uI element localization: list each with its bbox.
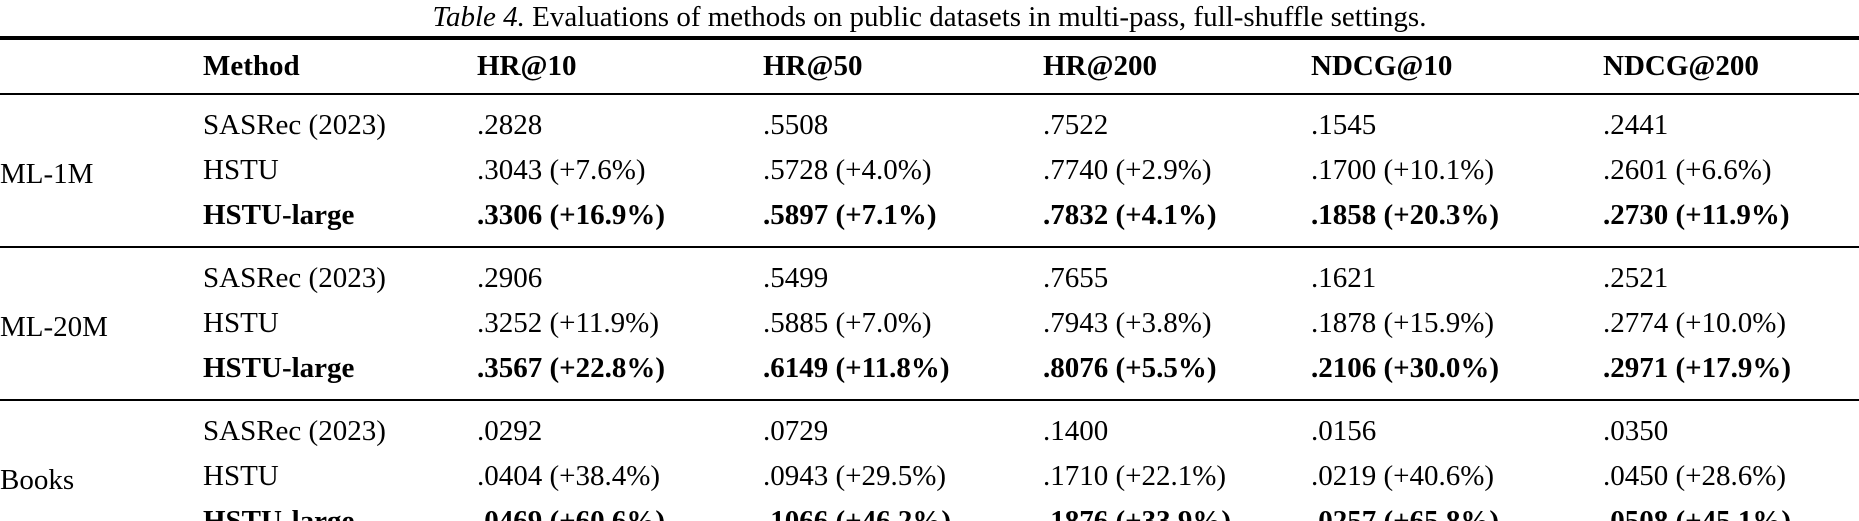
table-caption-text: Evaluations of methods on public dataset…: [524, 1, 1427, 33]
table-row: HSTU-large .3567 (+22.8%) .6149 (+11.8%)…: [0, 346, 1859, 400]
header-hr50: HR@50: [763, 38, 1043, 95]
cell-method: SASRec (2023): [203, 415, 386, 447]
cell-hr200: .1876 (+33.9%): [1043, 505, 1232, 521]
cell-hr50: .5885 (+7.0%): [763, 307, 932, 339]
cell-hr200: .7655: [1043, 262, 1109, 294]
table-row: HSTU .3043 (+7.6%) .5728 (+4.0%) .7740 (…: [0, 148, 1859, 193]
header-hr10: HR@10: [477, 38, 763, 95]
cell-hr10: .2906: [477, 262, 543, 294]
cell-ndcg200: .0508 (+45.1%): [1603, 505, 1792, 521]
cell-ndcg10: .0156: [1311, 415, 1377, 447]
cell-hr50: .1066 (+46.2%): [763, 505, 952, 521]
cell-hr50: .5508: [763, 109, 829, 141]
dataset-label: ML-20M: [0, 311, 108, 343]
cell-ndcg200: .0450 (+28.6%): [1603, 460, 1787, 492]
table-caption: Table 4. Evaluations of methods on publi…: [0, 0, 1859, 36]
cell-hr50: .0943 (+29.5%): [763, 460, 947, 492]
cell-hr200: .1400: [1043, 415, 1109, 447]
cell-hr10: .0292: [477, 415, 543, 447]
table-row: HSTU .3252 (+11.9%) .5885 (+7.0%) .7943 …: [0, 301, 1859, 346]
header-dataset-spacer: [0, 38, 203, 95]
table-row: ML-1M SASRec (2023) .2828 .5508 .7522 .1…: [0, 94, 1859, 190]
cell-ndcg200: .2601 (+6.6%): [1603, 154, 1772, 186]
cell-hr200: .7832 (+4.1%): [1043, 199, 1217, 231]
table-row: HSTU .0404 (+38.4%) .0943 (+29.5%) .1710…: [0, 454, 1859, 499]
cell-method: SASRec (2023): [203, 109, 386, 141]
header-hr200: HR@200: [1043, 38, 1311, 95]
table-row: ML-20M SASRec (2023) .2906 .5499 .7655 .…: [0, 247, 1859, 343]
cell-hr50: .6149 (+11.8%): [763, 352, 950, 384]
cell-hr200: .8076 (+5.5%): [1043, 352, 1217, 384]
table-row: Books SASRec (2023) .0292 .0729 .1400 .0…: [0, 400, 1859, 496]
cell-ndcg10: .1878 (+15.9%): [1311, 307, 1495, 339]
dataset-label: Books: [0, 464, 75, 496]
group-books: Books SASRec (2023) .0292 .0729 .1400 .0…: [0, 400, 1859, 521]
header-row: Method HR@10 HR@50 HR@200 NDCG@10 NDCG@2…: [0, 38, 1859, 95]
cell-hr10: .0469 (+60.6%): [477, 505, 666, 521]
cell-hr10: .3567 (+22.8%): [477, 352, 666, 384]
cell-method: SASRec (2023): [203, 262, 386, 294]
cell-ndcg200: .2971 (+17.9%): [1603, 352, 1792, 384]
cell-hr10: .3252 (+11.9%): [477, 307, 660, 339]
cell-ndcg10: .0219 (+40.6%): [1311, 460, 1495, 492]
cell-hr50: .5728 (+4.0%): [763, 154, 932, 186]
cell-ndcg10: .2106 (+30.0%): [1311, 352, 1500, 384]
cell-ndcg200: .0350: [1603, 415, 1669, 447]
cell-ndcg10: .1545: [1311, 109, 1377, 141]
table-row: HSTU-large .0469 (+60.6%) .1066 (+46.2%)…: [0, 499, 1859, 521]
cell-hr10: .2828: [477, 109, 543, 141]
cell-hr10: .0404 (+38.4%): [477, 460, 661, 492]
cell-method: HSTU: [203, 154, 279, 186]
cell-hr10: .3043 (+7.6%): [477, 154, 646, 186]
group-ml-20m: ML-20M SASRec (2023) .2906 .5499 .7655 .…: [0, 247, 1859, 400]
cell-hr50: .5897 (+7.1%): [763, 199, 937, 231]
table-row: HSTU-large .3306 (+16.9%) .5897 (+7.1%) …: [0, 193, 1859, 247]
cell-ndcg200: .2441: [1603, 109, 1669, 141]
cell-ndcg10: .1858 (+20.3%): [1311, 199, 1500, 231]
header-method: Method: [203, 38, 477, 95]
cell-hr50: .5499: [763, 262, 829, 294]
cell-hr200: .7943 (+3.8%): [1043, 307, 1212, 339]
cell-ndcg10: .1621: [1311, 262, 1377, 294]
cell-ndcg200: .2521: [1603, 262, 1669, 294]
cell-hr10: .3306 (+16.9%): [477, 199, 666, 231]
cell-method: HSTU-large: [203, 352, 355, 384]
cell-method: HSTU-large: [203, 505, 355, 521]
cell-method: HSTU: [203, 460, 279, 492]
cell-hr50: .0729: [763, 415, 829, 447]
header-ndcg200: NDCG@200: [1603, 38, 1859, 95]
cell-ndcg10: .1700 (+10.1%): [1311, 154, 1495, 186]
cell-method: HSTU-large: [203, 199, 355, 231]
cell-hr200: .7740 (+2.9%): [1043, 154, 1212, 186]
table-caption-label: Table 4.: [432, 1, 525, 33]
cell-ndcg200: .2774 (+10.0%): [1603, 307, 1787, 339]
cell-ndcg10: .0257 (+65.8%): [1311, 505, 1500, 521]
cell-ndcg200: .2730 (+11.9%): [1603, 199, 1790, 231]
results-table: Method HR@10 HR@50 HR@200 NDCG@10 NDCG@2…: [0, 36, 1859, 521]
table-header: Method HR@10 HR@50 HR@200 NDCG@10 NDCG@2…: [0, 38, 1859, 95]
group-ml-1m: ML-1M SASRec (2023) .2828 .5508 .7522 .1…: [0, 94, 1859, 247]
dataset-label: ML-1M: [0, 158, 94, 190]
cell-hr200: .7522: [1043, 109, 1109, 141]
header-ndcg10: NDCG@10: [1311, 38, 1603, 95]
cell-hr200: .1710 (+22.1%): [1043, 460, 1227, 492]
cell-method: HSTU: [203, 307, 279, 339]
